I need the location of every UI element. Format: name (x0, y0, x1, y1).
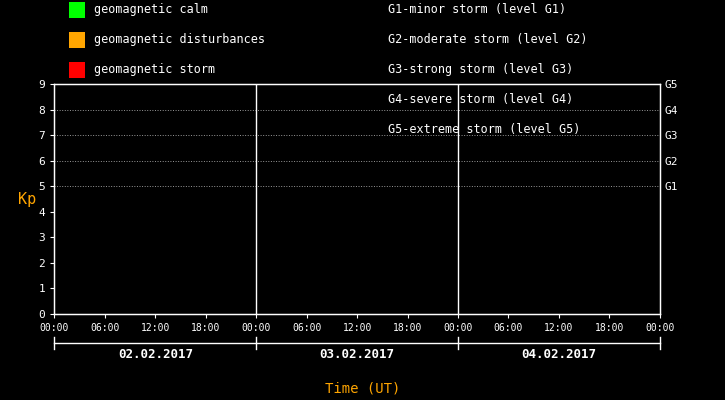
Text: G4-severe storm (level G4): G4-severe storm (level G4) (388, 94, 573, 106)
Text: G3-strong storm (level G3): G3-strong storm (level G3) (388, 64, 573, 76)
Text: G2-moderate storm (level G2): G2-moderate storm (level G2) (388, 34, 587, 46)
Text: geomagnetic calm: geomagnetic calm (94, 4, 207, 16)
Text: 04.02.2017: 04.02.2017 (521, 348, 597, 361)
Text: 03.02.2017: 03.02.2017 (320, 348, 394, 361)
Text: G1-minor storm (level G1): G1-minor storm (level G1) (388, 4, 566, 16)
Text: Time (UT): Time (UT) (325, 382, 400, 396)
Y-axis label: Kp: Kp (18, 192, 36, 206)
Text: geomagnetic storm: geomagnetic storm (94, 64, 215, 76)
Text: geomagnetic disturbances: geomagnetic disturbances (94, 34, 265, 46)
Text: 02.02.2017: 02.02.2017 (117, 348, 193, 361)
Text: G5-extreme storm (level G5): G5-extreme storm (level G5) (388, 124, 580, 136)
